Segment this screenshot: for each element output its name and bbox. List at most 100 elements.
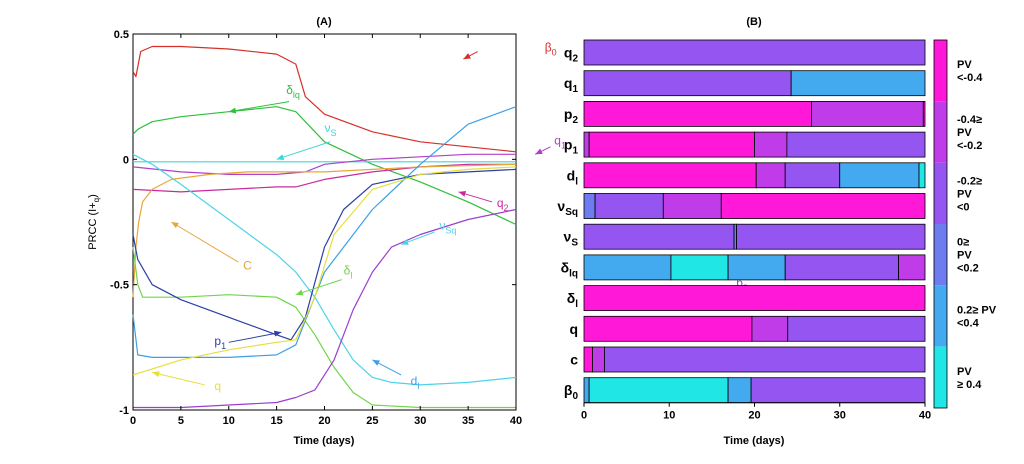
x-tick-label: 30 xyxy=(834,410,846,422)
annotation-q: q xyxy=(152,371,221,393)
panel-a: (A) 0 5 10 15 20 25 30 35 400.50-0.5-1 β0δlqνSq1… xyxy=(87,16,748,447)
bar-segment xyxy=(583,377,590,404)
x-tick-label: 0 xyxy=(581,410,587,422)
row-label: p1 xyxy=(564,137,579,157)
legend-swatch xyxy=(934,162,947,224)
arrowhead xyxy=(401,239,409,245)
bar-segment xyxy=(898,254,926,281)
legend-swatch xyxy=(934,101,947,163)
bar-segment xyxy=(588,377,729,404)
bar-segment xyxy=(787,315,926,342)
line-delta-l xyxy=(132,247,516,409)
svg-text:δlq: δlq xyxy=(286,83,300,100)
bar-segment xyxy=(583,223,735,250)
x-tick-label: 25 xyxy=(366,415,378,427)
bar-segment xyxy=(583,346,593,373)
annotation-nu-S: νS xyxy=(276,121,337,161)
bar-segment xyxy=(583,193,596,219)
legend-swatch xyxy=(934,224,947,286)
bar-segment xyxy=(839,162,920,189)
legend-swatch xyxy=(934,40,947,102)
row-label: c xyxy=(570,352,578,368)
annotation-q-2: q2 xyxy=(458,191,509,213)
legend-label: PV ≥ 0.4 xyxy=(957,366,982,391)
panel-a-title: (A) xyxy=(316,16,332,28)
bar-segment xyxy=(922,101,926,127)
x-tick-label: 0 xyxy=(130,415,136,427)
bar-segment xyxy=(594,193,664,219)
x-tick-label: 5 xyxy=(178,415,184,427)
bar-segment xyxy=(727,377,752,404)
svg-text:q2: q2 xyxy=(497,196,509,213)
annotation-q-1: q1 xyxy=(534,133,566,155)
bar-row-beta-0: β0 xyxy=(564,377,926,404)
bar-segment xyxy=(583,254,672,281)
x-tick-label: 20 xyxy=(748,410,760,422)
arrowhead xyxy=(171,222,179,229)
legend-label: -0.4≥ PV <-0.2 xyxy=(957,114,982,152)
annotation-p-1: p1 xyxy=(214,330,282,351)
annotation-d-l: dl xyxy=(372,359,420,391)
panel-a-ticks: 0 5 10 15 20 25 30 35 40 0.5 0 -0.5 -1 xyxy=(110,29,522,427)
bar-row-d-l: dl xyxy=(567,162,926,189)
line-q-1 xyxy=(132,153,516,175)
bar-segment xyxy=(918,162,926,189)
svg-text:q1: q1 xyxy=(554,133,566,150)
svg-text:νSq: νSq xyxy=(439,219,456,236)
svg-text:PRCC (I+q): PRCC (I+q) xyxy=(87,194,101,250)
bar-segment xyxy=(720,193,926,219)
bar-row-delta-l: δl xyxy=(567,285,926,312)
legend-swatch xyxy=(934,285,947,347)
line-C xyxy=(132,163,517,298)
panel-a-plot-area xyxy=(132,33,517,411)
bar-segment xyxy=(736,223,926,250)
bar-row-q-2: q2 xyxy=(564,39,926,66)
bar-segment xyxy=(786,131,926,158)
line-d-1 xyxy=(132,106,517,358)
bar-segment xyxy=(790,70,926,97)
panel-a-y-axis-label: PRCC (I+q) xyxy=(87,194,101,250)
annotation-beta-0: β0 xyxy=(463,41,557,60)
panel-b-legend: PV <-0.4 -0.4≥ PV <-0.2 -0.2≥ PV <0 0≥ PV <0.2 0.2≥… xyxy=(933,39,997,409)
bar-segment xyxy=(670,254,729,281)
svg-text:νS: νS xyxy=(325,121,337,138)
legend-label: -0.2≥ PV <0 xyxy=(957,175,982,213)
bar-segment xyxy=(727,254,786,281)
bar-segment xyxy=(583,39,926,66)
row-label: q2 xyxy=(564,45,579,65)
x-tick-label: 40 xyxy=(510,415,522,427)
bar-row-c: c xyxy=(570,346,926,373)
bar-segment xyxy=(583,285,926,312)
arrowhead xyxy=(273,330,282,337)
bar-segment xyxy=(583,162,757,189)
row-label: β0 xyxy=(564,382,579,402)
annotation-delta-l: δl xyxy=(295,264,353,296)
y-tick-label: 0 xyxy=(123,154,129,166)
bar-segment xyxy=(662,193,722,219)
row-label: q1 xyxy=(564,75,579,95)
svg-text:dl: dl xyxy=(411,374,420,391)
bar-segment xyxy=(751,315,789,342)
row-label: δlq xyxy=(561,259,578,279)
x-tick-label: 30 xyxy=(414,415,426,427)
arrowhead xyxy=(276,154,285,161)
x-tick-label: 15 xyxy=(271,415,283,427)
bar-segment xyxy=(784,254,899,281)
bar-row-nu-Sq: νSq xyxy=(557,193,926,219)
panel-b-x-axis-label: Time (days) xyxy=(724,435,785,447)
row-label: δl xyxy=(567,290,579,310)
svg-text:p1: p1 xyxy=(214,334,226,351)
arrowhead xyxy=(535,148,543,155)
annotation-delta-lq: δlq xyxy=(228,83,300,114)
arrowhead xyxy=(463,53,471,60)
row-label: νS xyxy=(564,229,579,249)
bar-row-q: q xyxy=(569,315,926,342)
svg-text:δl: δl xyxy=(344,264,353,281)
bar-segment xyxy=(583,315,753,342)
bar-row-delta-lq: δlq xyxy=(561,254,926,281)
legend-label: PV <-0.4 xyxy=(957,59,983,84)
row-label: p2 xyxy=(564,106,579,126)
arrowhead xyxy=(152,371,160,377)
bar-segment xyxy=(750,377,926,404)
